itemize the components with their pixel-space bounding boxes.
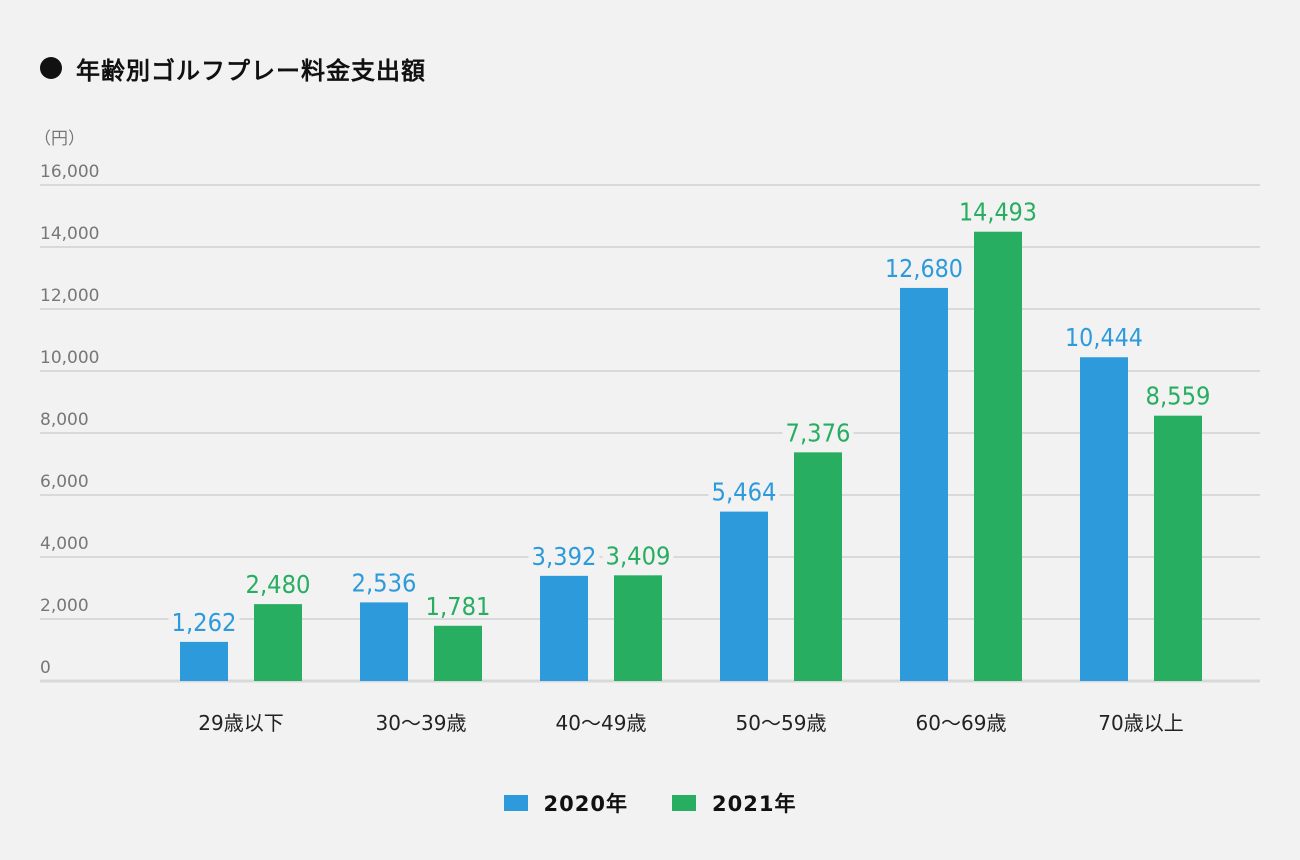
data-label-bg — [602, 541, 674, 568]
legend-item-2021[interactable]: 2021年 — [672, 788, 796, 818]
bar-2020年-29歳以下 — [180, 641, 228, 681]
data-label-bg — [1062, 323, 1146, 350]
data-label: 2,536 — [352, 568, 417, 597]
y-tick-label: 14,000 — [40, 224, 99, 244]
legend-swatch-2020 — [503, 795, 528, 811]
y-tick-label: 2,000 — [40, 596, 89, 616]
data-label-bg — [348, 568, 420, 595]
data-label: 3,409 — [606, 541, 671, 570]
bar-2021年-70歳以上 — [1154, 415, 1202, 681]
data-label-bg — [956, 197, 1040, 224]
bar-2020年-40〜49歳 — [540, 575, 588, 681]
bullet-dot-icon — [40, 57, 62, 79]
data-label-bg — [708, 477, 780, 504]
y-tick-label: 10,000 — [40, 348, 99, 368]
bar-2021年-60〜69歳 — [974, 231, 1022, 682]
x-tick-label: 40〜49歳 — [556, 711, 647, 735]
data-label: 12,680 — [885, 254, 963, 283]
y-tick-label: 16,000 — [40, 162, 99, 182]
data-label: 1,262 — [172, 608, 237, 637]
y-tick-label: 0 — [40, 658, 51, 678]
bar-2020年-70歳以上 — [1080, 357, 1128, 681]
y-tick-label: 4,000 — [40, 534, 89, 554]
data-label: 5,464 — [712, 478, 777, 507]
x-tick-label: 29歳以下 — [198, 711, 283, 735]
data-label-bg — [1142, 381, 1214, 408]
y-axis-unit-label: （円） — [34, 129, 85, 149]
legend-label-2020: 2020年 — [543, 792, 628, 816]
legend: 2020年 2021年 — [0, 788, 1300, 818]
data-label-bg — [422, 591, 494, 618]
data-label: 2,480 — [246, 570, 311, 599]
data-label-bg — [882, 253, 966, 280]
bar-2021年-30〜39歳 — [434, 625, 482, 681]
x-axis-ticks: 29歳以下 30〜39歳 40〜49歳 50〜59歳 60〜69歳 70歳以上 — [198, 711, 1183, 735]
bar-2021年-29歳以下 — [254, 604, 302, 681]
data-label: 1,781 — [426, 592, 491, 621]
data-label-bg — [528, 541, 600, 568]
data-label: 10,444 — [1065, 323, 1143, 352]
y-tick-label: 6,000 — [40, 472, 89, 492]
y-axis-ticks: 0 2,000 4,000 6,000 8,000 10,000 12,000 14,000 1… — [40, 162, 99, 678]
legend-item-2020[interactable]: 2020年 — [503, 788, 628, 818]
data-label: 7,376 — [786, 418, 851, 447]
bar-2020年-30〜39歳 — [360, 602, 408, 681]
bar-2021年-40〜49歳 — [614, 575, 662, 681]
bar-2021年-50〜59歳 — [794, 452, 842, 681]
data-label-bg — [168, 607, 240, 634]
bar-2020年-60〜69歳 — [900, 287, 948, 681]
data-label: 14,493 — [959, 198, 1037, 227]
legend-label-2021: 2021年 — [712, 792, 797, 816]
x-tick-label: 50〜59歳 — [736, 711, 827, 735]
x-tick-label: 30〜39歳 — [376, 711, 467, 735]
x-tick-label: 60〜69歳 — [916, 711, 1007, 735]
bar-2020年-50〜59歳 — [720, 511, 768, 681]
x-tick-label: 70歳以上 — [1098, 711, 1183, 735]
data-labels: 1,262 2,480 2,536 1,781 3,392 3,409 5,464 7,376… — [168, 197, 1214, 637]
y-tick-label: 8,000 — [40, 410, 89, 430]
data-label-bg — [242, 570, 314, 597]
bars — [180, 231, 1202, 682]
chart-title-text: 年齢別ゴルフプレー料金支出額 — [76, 56, 426, 85]
y-tick-label: 12,000 — [40, 286, 99, 306]
data-label: 8,559 — [1146, 382, 1211, 411]
chart-title: 年齢別ゴルフプレー料金支出額 — [40, 50, 426, 86]
data-label: 3,392 — [532, 542, 597, 571]
data-label-bg — [782, 418, 854, 445]
legend-swatch-2021 — [672, 795, 696, 811]
